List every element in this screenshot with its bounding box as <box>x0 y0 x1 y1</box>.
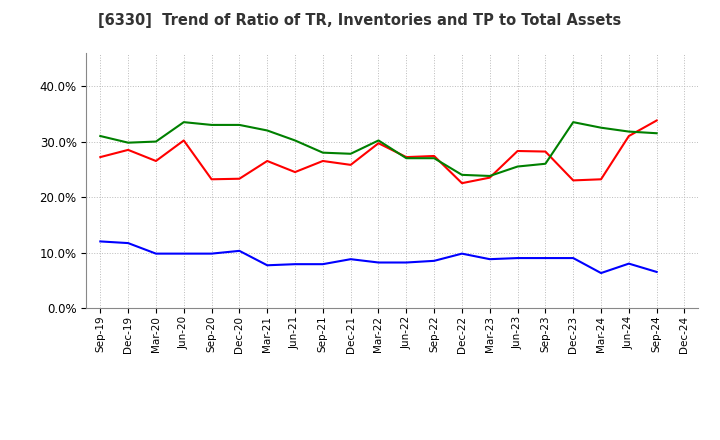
Inventories <box>124 240 132 246</box>
Trade Payables <box>374 138 383 143</box>
Inventories <box>458 251 467 256</box>
Line: Trade Payables: Trade Payables <box>100 122 657 176</box>
Trade Payables <box>318 150 327 155</box>
Inventories <box>235 248 243 253</box>
Inventories <box>179 251 188 256</box>
Trade Receivables <box>207 176 216 182</box>
Inventories <box>513 256 522 261</box>
Trade Receivables <box>263 158 271 164</box>
Trade Payables <box>624 129 633 134</box>
Trade Payables <box>124 140 132 145</box>
Text: [6330]  Trend of Ratio of TR, Inventories and TP to Total Assets: [6330] Trend of Ratio of TR, Inventories… <box>99 13 621 28</box>
Inventories <box>402 260 410 265</box>
Trade Receivables <box>96 154 104 160</box>
Trade Payables <box>291 138 300 143</box>
Trade Receivables <box>485 175 494 180</box>
Trade Receivables <box>597 176 606 182</box>
Trade Payables <box>235 122 243 128</box>
Inventories <box>291 261 300 267</box>
Trade Receivables <box>624 133 633 139</box>
Trade Receivables <box>374 141 383 146</box>
Inventories <box>207 251 216 256</box>
Trade Payables <box>179 120 188 125</box>
Trade Receivables <box>152 158 161 164</box>
Trade Payables <box>652 131 661 136</box>
Trade Receivables <box>541 149 550 154</box>
Trade Receivables <box>569 178 577 183</box>
Trade Receivables <box>402 154 410 160</box>
Inventories <box>652 269 661 275</box>
Inventories <box>374 260 383 265</box>
Line: Trade Receivables: Trade Receivables <box>100 121 657 183</box>
Trade Receivables <box>235 176 243 181</box>
Trade Payables <box>346 151 355 156</box>
Trade Receivables <box>291 169 300 175</box>
Inventories <box>430 258 438 264</box>
Trade Payables <box>96 133 104 139</box>
Trade Receivables <box>318 158 327 164</box>
Inventories <box>624 261 633 266</box>
Trade Receivables <box>513 148 522 154</box>
Trade Payables <box>263 128 271 133</box>
Trade Receivables <box>124 147 132 153</box>
Trade Payables <box>569 120 577 125</box>
Trade Receivables <box>430 154 438 159</box>
Trade Payables <box>430 156 438 161</box>
Inventories <box>569 256 577 261</box>
Trade Receivables <box>458 180 467 186</box>
Trade Payables <box>458 172 467 177</box>
Inventories <box>96 239 104 244</box>
Inventories <box>152 251 161 256</box>
Line: Inventories: Inventories <box>100 242 657 273</box>
Inventories <box>346 257 355 262</box>
Trade Payables <box>541 161 550 166</box>
Trade Payables <box>513 164 522 169</box>
Trade Receivables <box>346 162 355 168</box>
Inventories <box>263 263 271 268</box>
Trade Payables <box>597 125 606 130</box>
Trade Receivables <box>179 138 188 143</box>
Inventories <box>541 256 550 261</box>
Trade Payables <box>207 122 216 128</box>
Inventories <box>485 257 494 262</box>
Inventories <box>318 261 327 267</box>
Trade Payables <box>402 156 410 161</box>
Trade Payables <box>485 173 494 179</box>
Trade Payables <box>152 139 161 144</box>
Inventories <box>597 271 606 276</box>
Trade Receivables <box>652 118 661 123</box>
